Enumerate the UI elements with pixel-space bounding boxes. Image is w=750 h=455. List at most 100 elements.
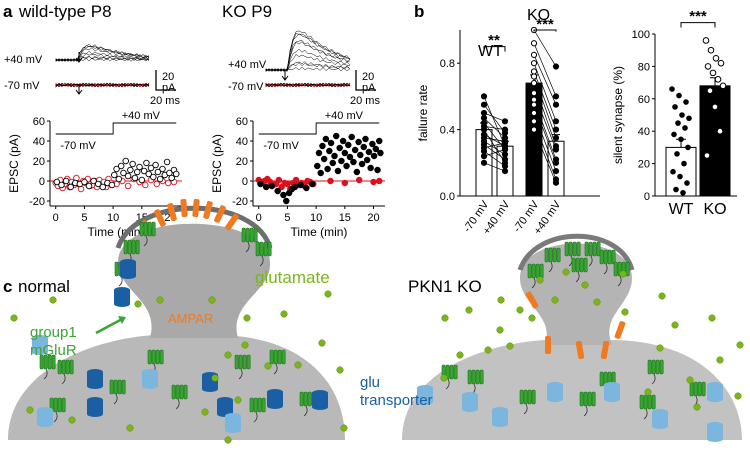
data-point (315, 149, 323, 157)
data-point (530, 68, 538, 75)
data-point (376, 137, 383, 145)
mglur-helix (241, 227, 246, 243)
data-point (530, 118, 538, 125)
pair-line (483, 150, 506, 167)
panel-a-wt-title: wild-type P8 (18, 2, 112, 21)
data-point (346, 153, 354, 161)
data-point (530, 51, 538, 59)
sig-bracket (533, 29, 557, 32)
mglur-tail (273, 363, 278, 375)
data-point (117, 162, 125, 170)
mglur-helix (147, 349, 152, 365)
data-point (530, 80, 538, 87)
pair-line (533, 129, 557, 183)
y-axis-label: silent synapse (%) (611, 66, 625, 164)
pair-line (483, 140, 506, 155)
y-tick-label: 60 (236, 116, 248, 128)
data-point (552, 118, 560, 125)
x-tick-label: 10 (107, 212, 119, 224)
mglur-tail (143, 235, 148, 247)
transporter-body (87, 400, 103, 414)
glutamate-dot (241, 341, 249, 349)
glutamate-dot (224, 351, 232, 359)
data-point (62, 177, 70, 185)
glutamate-dot (551, 296, 559, 304)
mglur-tail (253, 411, 258, 423)
y-axis-label: EPSC (pA) (210, 134, 224, 193)
data-point (153, 180, 160, 188)
data-point (127, 166, 134, 174)
data-point (324, 165, 331, 173)
data-point (530, 60, 538, 67)
data-point (262, 183, 270, 191)
data-point (129, 160, 136, 168)
mglur-helix (143, 221, 148, 237)
wt-stim-arrow (75, 52, 83, 63)
data-point (136, 163, 143, 171)
mglur-pointer-arrowhead (118, 316, 126, 324)
data-point (552, 168, 560, 175)
mglur-helix (467, 369, 472, 385)
data-point (370, 178, 377, 186)
mglur-helix (159, 349, 164, 365)
data-point (480, 93, 488, 100)
mglur-helix (655, 359, 660, 375)
data-point (291, 183, 299, 191)
data-point (292, 176, 300, 184)
ampar-subunit (167, 202, 177, 222)
ampar-subunit (203, 200, 213, 220)
data-point (280, 191, 287, 199)
data-point (530, 40, 538, 47)
y-tick-label: -20 (29, 196, 45, 208)
mglur-helix (139, 221, 144, 237)
glutamate-dot (224, 436, 232, 444)
mglur-helix (588, 241, 593, 257)
mglur-helix (689, 381, 694, 397)
data-point (674, 151, 680, 157)
mglur-helix (587, 391, 592, 407)
significance-stars: ** (488, 32, 500, 49)
pair-line (533, 54, 557, 105)
data-point (159, 165, 166, 173)
glutamate-dot (340, 424, 348, 432)
data-point (673, 186, 679, 193)
data-point (552, 179, 560, 186)
mglur-tail (531, 277, 536, 289)
glutamate-dot (49, 296, 57, 304)
mglur-helix (277, 349, 282, 365)
pair-line (533, 121, 557, 180)
data-point (140, 167, 148, 175)
data-point (712, 55, 720, 62)
glutamate-dot (506, 342, 514, 350)
mglur-helix (659, 359, 664, 375)
glutamate-dot (243, 314, 251, 322)
data-point (552, 159, 560, 166)
data-point (338, 157, 345, 165)
mglur-tail (61, 373, 66, 385)
mglur-helix (114, 261, 119, 277)
ampar-subunit (545, 336, 551, 354)
transporter-bottom (225, 427, 241, 433)
ko-trace-pos-label: +40 mV (228, 59, 267, 71)
y-tick-label: -20 (232, 196, 248, 208)
data-point (345, 141, 352, 149)
glutamate-dot (708, 314, 716, 322)
data-point (370, 152, 378, 160)
data-point (676, 92, 682, 99)
transporter-bottom (114, 301, 130, 307)
data-point (58, 181, 65, 189)
x-tick-label: 5 (81, 212, 87, 224)
data-point (111, 171, 118, 179)
ampar-subunit (192, 198, 200, 218)
ko-epsc-chart: -20 0 20 40 60 0 5 10 15 20 Time (min) EPSC (pA) -70… (210, 110, 385, 239)
mglur-helix (43, 354, 48, 370)
transporter-body (604, 385, 620, 399)
data-point (120, 169, 127, 177)
data-point (115, 175, 123, 183)
mglur-helix (571, 257, 576, 273)
data-point (714, 76, 722, 83)
pair-line (483, 125, 506, 130)
data-point (480, 126, 488, 133)
glutamate-dot (716, 356, 724, 364)
mglur-helix (572, 241, 577, 257)
